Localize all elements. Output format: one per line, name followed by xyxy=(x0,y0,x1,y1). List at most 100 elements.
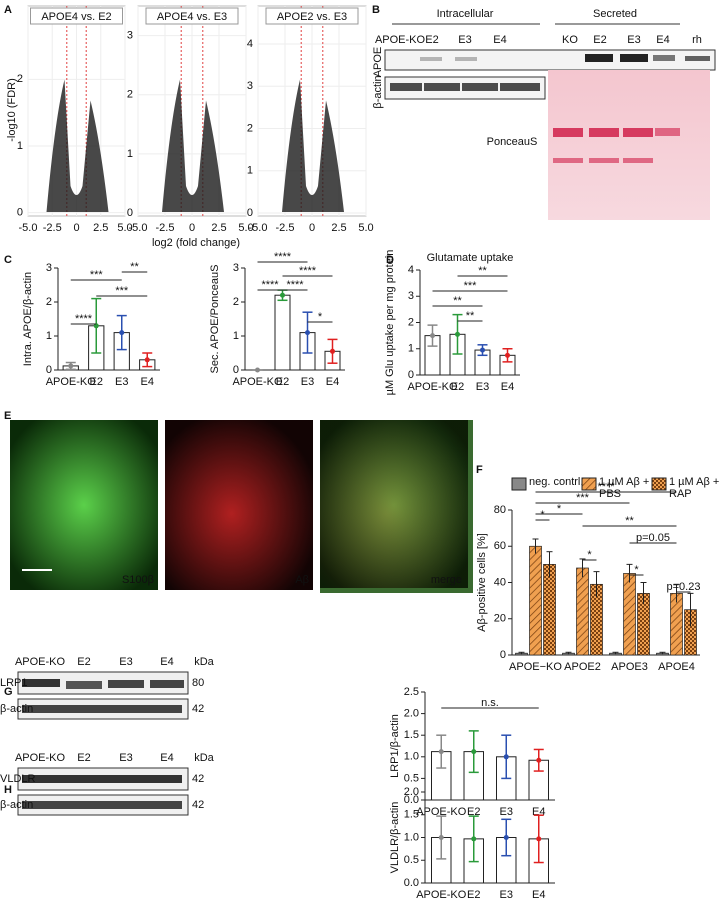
chart-title: Glutamate uptake xyxy=(427,252,514,264)
lane-label: APOE-KO xyxy=(15,656,66,668)
x-tick-label: 5.0 xyxy=(238,222,253,234)
panel-letter: A xyxy=(4,4,12,16)
y-tick-label: 3 xyxy=(127,29,133,41)
x-tick-label: APOE-KO xyxy=(416,889,467,901)
x-tick-label: E2 xyxy=(467,806,480,818)
sig-label: **** xyxy=(299,265,317,277)
y-axis-label: -log10 (FDR) xyxy=(6,78,18,142)
y-tick-label: 1 xyxy=(247,165,253,177)
x-tick-label: APOE-KO xyxy=(416,806,467,818)
x-tick-label: E4 xyxy=(141,376,154,388)
row-label: β-actin xyxy=(0,703,33,715)
y-tick-label: 80 xyxy=(494,504,506,516)
x-tick-label: APOE3 xyxy=(611,661,648,673)
x-tick-label: 0 xyxy=(309,222,315,234)
y-tick-label: 0 xyxy=(127,207,133,219)
x-tick-label: APOE2 xyxy=(564,661,601,673)
bar xyxy=(576,567,589,656)
sig-label: ** xyxy=(130,261,139,273)
y-tick-label: 3 xyxy=(233,262,239,274)
panel-letter: C xyxy=(4,254,12,266)
lane-label: E3 xyxy=(627,34,640,46)
legend-swatch xyxy=(581,477,597,491)
sig-label: * xyxy=(557,503,562,515)
bar xyxy=(274,294,291,371)
y-axis-label: Intra. APOE/β-actin xyxy=(22,272,34,366)
sig-label: p=0.05 xyxy=(636,532,670,544)
row-label: β-actin xyxy=(372,75,384,108)
sig-label: **** xyxy=(597,481,615,493)
mean-dot xyxy=(430,333,435,339)
channel-label: Aβ xyxy=(295,574,309,586)
y-tick-label: 4 xyxy=(408,264,414,276)
y-tick-label: 3 xyxy=(408,290,414,302)
channel-label: S100β xyxy=(122,574,154,586)
y-tick-label: 0.5 xyxy=(404,772,419,784)
x-tick-label: 5.0 xyxy=(117,222,132,234)
legend-swatch xyxy=(511,477,527,491)
y-axis-label: LRP1/β-actin xyxy=(389,714,401,778)
x-tick-label: E3 xyxy=(500,889,513,901)
lane-label: E4 xyxy=(160,656,173,668)
mean-dot xyxy=(471,836,477,842)
sig-label: *** xyxy=(90,269,104,281)
legend-label: neg. contrl. xyxy=(529,476,584,488)
mean-dot xyxy=(438,749,444,755)
y-tick-label: 3 xyxy=(247,80,253,92)
unit-label: kDa xyxy=(194,656,214,668)
lane-label: E4 xyxy=(160,752,173,764)
x-tick-label: 2.5 xyxy=(211,222,226,234)
chart-title: APOE2 vs. E3 xyxy=(277,11,347,23)
x-tick-label: 2.5 xyxy=(93,222,108,234)
y-tick-label: 0 xyxy=(17,207,23,219)
panel-letter: E xyxy=(4,410,11,422)
y-tick-label: 1 xyxy=(17,140,23,152)
row-label: β-actin xyxy=(0,799,33,811)
bar xyxy=(670,593,683,656)
panel-letter: D xyxy=(386,254,394,266)
lane-label: rh xyxy=(692,34,702,46)
mean-dot xyxy=(503,835,509,840)
x-tick-label: -2.5 xyxy=(156,222,175,234)
mean-dot xyxy=(93,323,99,329)
x-tick-label: APOE-KO xyxy=(46,376,97,388)
blot-g xyxy=(17,671,189,720)
image-abeta xyxy=(165,420,313,590)
sig-label: ** xyxy=(453,295,462,307)
row-label: LRP1 xyxy=(0,677,28,689)
chart-title: APOE4 vs. E2 xyxy=(41,11,111,23)
mean-dot xyxy=(255,367,260,373)
legend-label: 1 µM Aβ + RAP xyxy=(669,476,720,500)
x-axis-label: log2 (fold change) xyxy=(152,237,240,249)
x-tick-label: APOE−KO xyxy=(509,661,562,673)
stain-label: PonceauS xyxy=(487,136,538,148)
x-tick-label: APOE-KO xyxy=(232,376,283,388)
lane-label: APOE-KO xyxy=(15,752,66,764)
x-tick-label: 5.0 xyxy=(358,222,373,234)
image-s100b xyxy=(10,420,158,590)
y-tick-label: 0.0 xyxy=(404,794,419,806)
lane-label: E4 xyxy=(493,34,506,46)
y-tick-label: 1.0 xyxy=(404,751,419,763)
mean-dot xyxy=(438,835,444,840)
y-tick-label: 2 xyxy=(17,73,23,85)
y-tick-label: 0.5 xyxy=(404,854,419,866)
blot-h xyxy=(17,767,189,816)
y-tick-label: 0 xyxy=(46,364,52,376)
bar xyxy=(529,545,542,656)
y-tick-label: 1 xyxy=(127,148,133,160)
y-tick-label: 1 xyxy=(46,330,52,342)
x-tick-label: APOE-KO xyxy=(407,381,458,393)
y-tick-label: 1 xyxy=(408,343,414,355)
ponceau-bands xyxy=(553,128,680,163)
x-tick-label: E2 xyxy=(467,889,480,901)
sig-label: ** xyxy=(478,265,487,277)
panel-letter: G xyxy=(4,686,13,698)
image-bottom xyxy=(320,588,473,593)
x-tick-label: -5.0 xyxy=(19,222,38,234)
sig-label: *** xyxy=(464,280,478,292)
x-tick-label: E2 xyxy=(276,376,289,388)
y-tick-label: 2 xyxy=(408,316,414,328)
mean-dot xyxy=(68,363,74,369)
mean-dot xyxy=(119,330,125,336)
